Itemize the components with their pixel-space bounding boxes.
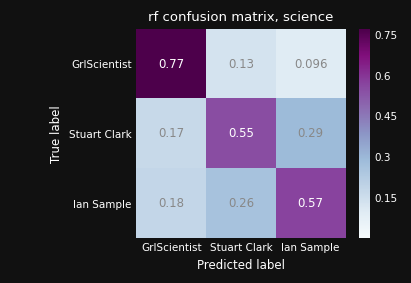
Text: 0.26: 0.26 xyxy=(228,197,254,210)
Text: 0.55: 0.55 xyxy=(228,127,254,140)
Text: 0.77: 0.77 xyxy=(158,58,184,71)
Text: 0.17: 0.17 xyxy=(158,127,184,140)
X-axis label: Predicted label: Predicted label xyxy=(197,259,285,272)
Text: 0.096: 0.096 xyxy=(294,58,327,71)
Text: 0.29: 0.29 xyxy=(298,127,323,140)
Text: 0.57: 0.57 xyxy=(298,197,323,210)
Text: 0.18: 0.18 xyxy=(158,197,184,210)
Text: 0.13: 0.13 xyxy=(228,58,254,71)
Y-axis label: True label: True label xyxy=(50,105,63,163)
Title: rf confusion matrix, science: rf confusion matrix, science xyxy=(148,11,334,24)
